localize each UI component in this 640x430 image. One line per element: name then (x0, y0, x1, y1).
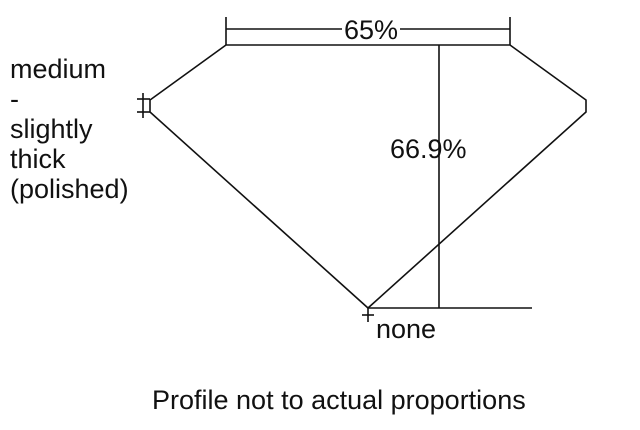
girdle-label-line: medium (10, 54, 107, 84)
gem-outline (149, 44, 587, 310)
girdle-label: medium - slightly thick (polished) (10, 56, 160, 206)
proportions-note: Profile not to actual proportions (152, 385, 526, 415)
culet-label: none (376, 314, 437, 344)
girdle-label-line: (polished) (10, 174, 129, 204)
table-percentage-label: 65% (342, 15, 401, 45)
depth-percentage-label: 66.9% (390, 134, 467, 164)
girdle-label-line: - (10, 84, 19, 114)
girdle-label-line: slightly (10, 114, 93, 144)
girdle-label-line: thick (10, 144, 66, 174)
